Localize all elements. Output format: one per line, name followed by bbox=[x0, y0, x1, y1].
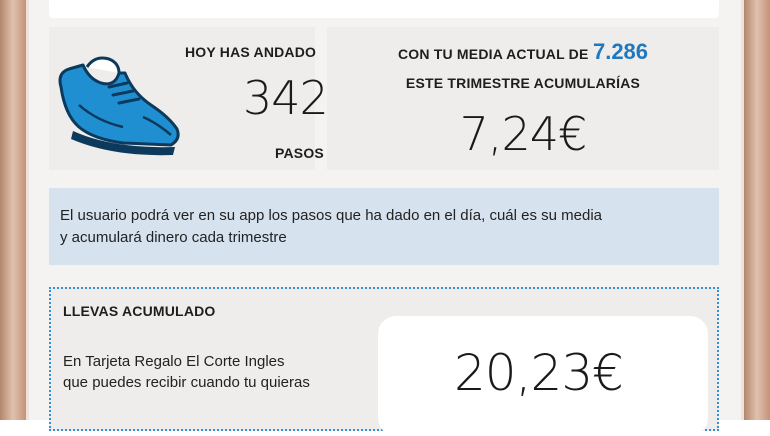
info-banner: El usuario podrá ver en su app los pasos… bbox=[49, 188, 719, 265]
accumulated-desc-line-1: En Tarjeta Regalo El Corte Ingles bbox=[63, 353, 285, 370]
device-bezel-left bbox=[26, 0, 29, 420]
average-line-2: ESTE TRIMESTRE ACUMULARÍAS bbox=[405, 75, 641, 91]
accumulated-amount: 20,23€ bbox=[454, 344, 624, 402]
device-frame-right bbox=[744, 0, 770, 420]
accumulated-value-pill: 20,23€ bbox=[378, 316, 708, 436]
info-line-2: y acumulará dinero cada trimestre bbox=[60, 229, 287, 246]
average-prefix: CON TU MEDIA ACTUAL DE bbox=[397, 46, 589, 62]
average-amount: 7,24€ bbox=[459, 107, 588, 161]
device-bezel-right bbox=[741, 0, 744, 420]
steps-card[interactable]: HOY HAS ANDADO 342 PASOS bbox=[49, 27, 329, 170]
average-line-1: CON TU MEDIA ACTUAL DE 7.286 bbox=[327, 39, 719, 65]
steps-title: HOY HAS ANDADO bbox=[185, 44, 317, 60]
accumulated-desc-line-2: que puedes recibir cuando tu quieras bbox=[63, 374, 310, 391]
steps-count: 342 bbox=[243, 71, 329, 125]
app-screen: HOY HAS ANDADO 342 PASOS CON TU MEDIA AC… bbox=[29, 0, 741, 436]
device-frame-left bbox=[0, 0, 26, 420]
top-card-edge bbox=[49, 0, 719, 18]
accumulated-description: En Tarjeta Regalo El Corte Ingles que pu… bbox=[63, 351, 363, 393]
accumulated-title: LLEVAS ACUMULADO bbox=[63, 303, 216, 319]
accumulated-box[interactable]: LLEVAS ACUMULADO En Tarjeta Regalo El Co… bbox=[49, 287, 719, 436]
info-line-1: El usuario podrá ver en su app los pasos… bbox=[60, 207, 603, 224]
shoe-icon bbox=[58, 56, 180, 156]
average-steps-value: 7.286 bbox=[592, 39, 649, 64]
average-card[interactable]: CON TU MEDIA ACTUAL DE 7.286 ESTE TRIMES… bbox=[327, 27, 719, 170]
info-text: El usuario podrá ver en su app los pasos… bbox=[60, 205, 700, 249]
steps-unit: PASOS bbox=[275, 145, 324, 161]
